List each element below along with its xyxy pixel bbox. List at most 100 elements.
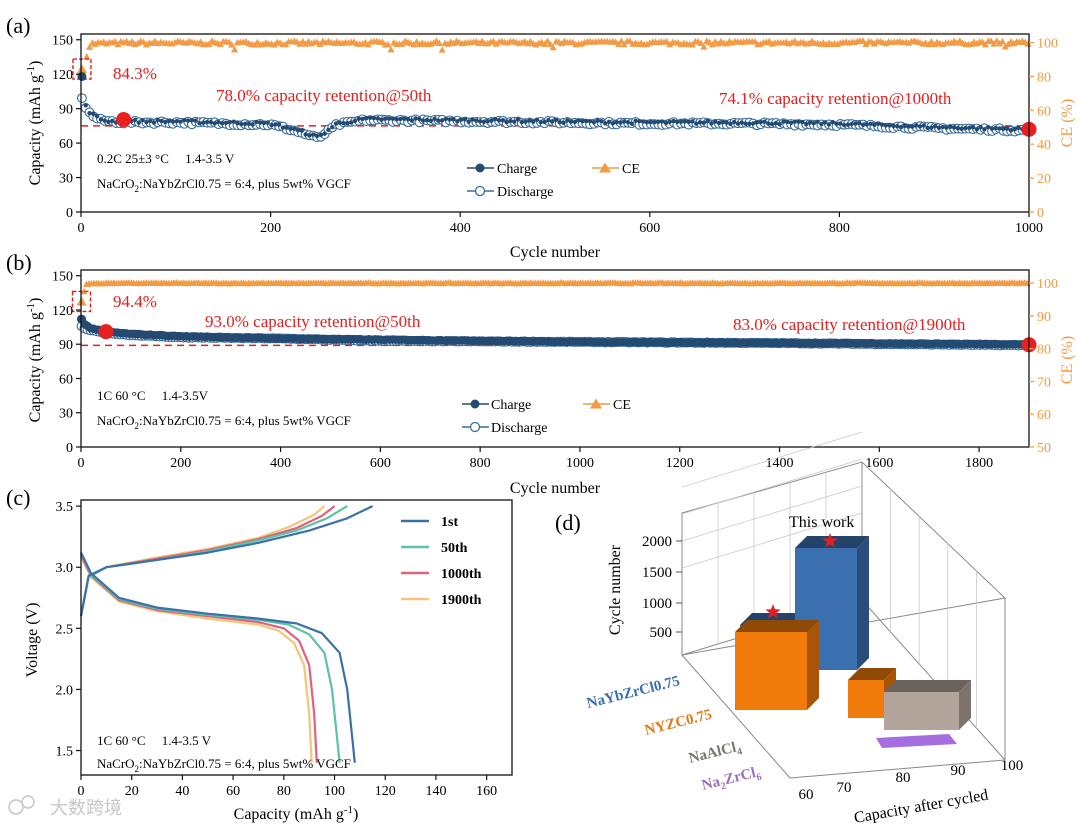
- charge-point: [644, 120, 650, 125]
- charge-point: [280, 125, 286, 130]
- charge-point: [189, 118, 195, 123]
- star-marker: [822, 533, 838, 548]
- charge-point: [466, 119, 471, 124]
- panel-b-first-ce-label: 94.4%: [113, 292, 157, 311]
- charge-point: [254, 119, 259, 125]
- y-right-tick-label: 100: [1037, 36, 1058, 51]
- charge-point: [606, 119, 612, 125]
- panel-b-composition: NaCrO2:NaYbZrCl0.75 = 6:4, plus 5wt% VGC…: [97, 413, 351, 431]
- charge-point: [144, 119, 149, 125]
- front-bottom-edge: [789, 759, 1006, 779]
- charge-point: [625, 119, 631, 125]
- y-tick-label: 150: [52, 34, 73, 49]
- x-tick-label: 1200: [666, 456, 694, 471]
- charge-point: [352, 118, 358, 124]
- legend-ce-marker: [599, 162, 611, 173]
- charge-point: [421, 118, 426, 123]
- charge-point: [94, 113, 100, 119]
- y-tick-label: 60: [59, 372, 73, 387]
- charge-point: [185, 118, 191, 123]
- charge-point: [470, 117, 475, 122]
- charge-point: [804, 121, 809, 127]
- panel-c-label: (c): [6, 485, 30, 510]
- panel-a-legend: Charge CE Discharge: [467, 162, 640, 200]
- x-tick-label: 1600: [865, 456, 893, 471]
- charge-point: [724, 120, 729, 125]
- charge-point: [348, 120, 354, 125]
- charge-point: [936, 125, 942, 131]
- legend-ce-label: CE: [613, 398, 631, 413]
- ce-point: [543, 37, 551, 44]
- charge-point: [910, 124, 915, 129]
- charge-point: [174, 119, 179, 124]
- retention-highlight-point: [98, 324, 114, 340]
- charge-point: [284, 125, 289, 130]
- category-label-3: Na2ZrCl6: [700, 764, 763, 797]
- retention-highlight-point: [116, 112, 132, 128]
- charge-point: [792, 119, 798, 124]
- ce-point: [930, 40, 938, 48]
- y-tick-label: 0: [66, 206, 73, 221]
- charge-point: [951, 125, 957, 130]
- discharge-point: [76, 93, 87, 104]
- charge-point: [565, 118, 570, 123]
- charge-point: [428, 118, 434, 124]
- charge-point: [216, 119, 221, 125]
- x-tick-label: 100: [324, 784, 345, 799]
- curve-1900th-discharge: [80, 556, 313, 763]
- watermark: 大数跨境: [8, 795, 122, 818]
- charge-point: [390, 116, 396, 121]
- z-tick-label: 2000: [642, 534, 672, 550]
- curve-1000th-discharge: [80, 554, 318, 763]
- ce-point: [125, 39, 133, 47]
- charge-point: [690, 119, 695, 124]
- panel-a-plot-frame: [80, 33, 1030, 213]
- y-tick-label: 0: [66, 441, 73, 456]
- charge-point: [439, 118, 445, 123]
- charge-series: [77, 71, 1029, 139]
- ce-point: [549, 43, 557, 51]
- charge-point: [618, 120, 623, 125]
- y-right-tick-label: 90: [1037, 310, 1051, 325]
- charge-point: [527, 118, 532, 123]
- charge-point: [785, 119, 790, 125]
- charge-point: [750, 121, 756, 126]
- bar-side: [959, 680, 971, 730]
- ce-point: [981, 40, 989, 48]
- x-tick-label: 800: [470, 456, 491, 471]
- ce-point: [700, 43, 708, 50]
- charge-point: [364, 115, 369, 121]
- y-tick-label: 3.5: [56, 500, 74, 515]
- charge-point: [508, 118, 513, 124]
- x-tick-label: 70: [837, 780, 852, 796]
- charge-point: [822, 120, 828, 125]
- charge-point: [705, 118, 710, 124]
- ce-point: [973, 39, 981, 47]
- charge-point: [663, 120, 669, 126]
- ce-point: [524, 39, 532, 47]
- category-label-1: NYZC0.75: [643, 707, 714, 739]
- x-tick-label: 200: [260, 221, 281, 236]
- category-label-2: NaAlCl4: [687, 738, 743, 769]
- ce-point: [987, 37, 995, 44]
- panel-b-plot-frame: [80, 269, 1030, 448]
- charge-point: [766, 121, 771, 126]
- x-tick-label: 400: [270, 456, 291, 471]
- charge-point: [1016, 125, 1021, 131]
- charge-point: [413, 116, 418, 121]
- charge-point: [261, 120, 267, 126]
- x-tick-label: 40: [175, 784, 189, 799]
- charge-point: [637, 118, 642, 124]
- y-right-tick-label: 70: [1037, 375, 1051, 390]
- watermark-text: 大数跨境: [50, 798, 122, 818]
- charge-point: [538, 119, 543, 125]
- charge-point: [868, 121, 873, 127]
- charge-point: [318, 132, 324, 138]
- panel-b-retention-50-label: 93.0% capacity retention@50th: [205, 312, 421, 331]
- panel-b-conditions: 1C 60 °C 1.4-3.5V: [97, 388, 209, 403]
- charge-point: [455, 119, 460, 124]
- charge-point: [140, 117, 145, 123]
- panel-a-label: (a): [6, 13, 30, 38]
- charge-point: [788, 120, 794, 126]
